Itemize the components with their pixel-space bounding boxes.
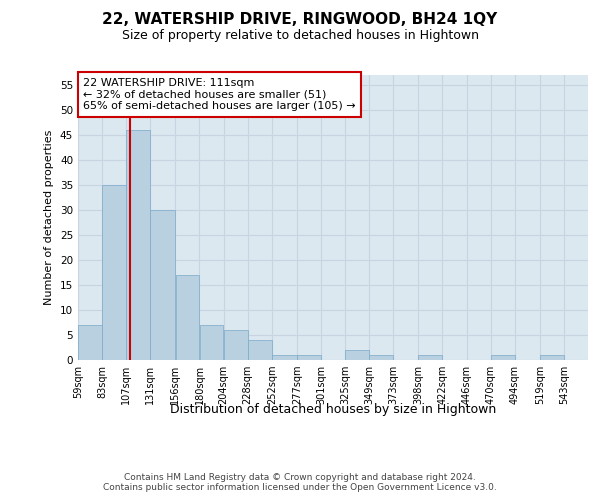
Bar bbox=[127, 130, 150, 360]
Text: 22, WATERSHIP DRIVE, RINGWOOD, BH24 1QY: 22, WATERSHIP DRIVE, RINGWOOD, BH24 1QY bbox=[103, 12, 497, 28]
Bar bbox=[418, 355, 442, 360]
Bar bbox=[345, 350, 369, 360]
Bar bbox=[272, 355, 297, 360]
Bar bbox=[224, 330, 248, 360]
Text: 22 WATERSHIP DRIVE: 111sqm
← 32% of detached houses are smaller (51)
65% of semi: 22 WATERSHIP DRIVE: 111sqm ← 32% of deta… bbox=[83, 78, 356, 111]
Bar bbox=[369, 355, 393, 360]
Y-axis label: Number of detached properties: Number of detached properties bbox=[44, 130, 55, 305]
Bar bbox=[200, 325, 223, 360]
Bar bbox=[78, 325, 102, 360]
Bar bbox=[151, 210, 175, 360]
Bar bbox=[248, 340, 272, 360]
Bar bbox=[176, 275, 199, 360]
Bar bbox=[491, 355, 515, 360]
Text: Distribution of detached houses by size in Hightown: Distribution of detached houses by size … bbox=[170, 402, 496, 415]
Text: Size of property relative to detached houses in Hightown: Size of property relative to detached ho… bbox=[121, 29, 479, 42]
Bar bbox=[297, 355, 321, 360]
Text: Contains HM Land Registry data © Crown copyright and database right 2024.: Contains HM Land Registry data © Crown c… bbox=[124, 472, 476, 482]
Bar bbox=[102, 185, 126, 360]
Bar bbox=[540, 355, 564, 360]
Text: Contains public sector information licensed under the Open Government Licence v3: Contains public sector information licen… bbox=[103, 484, 497, 492]
